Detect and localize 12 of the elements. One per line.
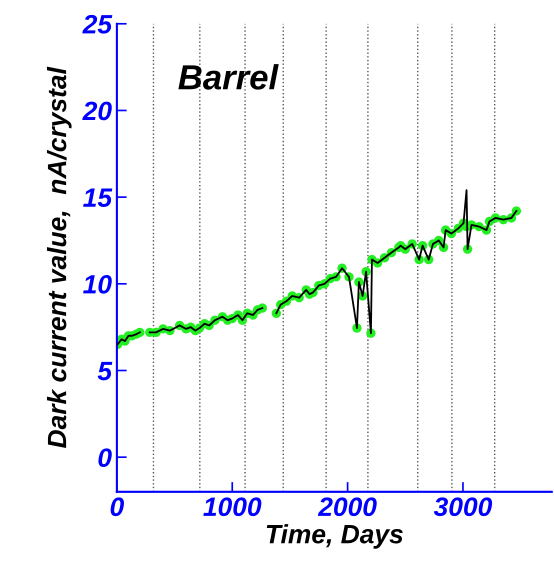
y-tick-label: 25 [82, 14, 112, 34]
annotation: Barrel [178, 64, 279, 90]
y-tick-label: 0 [98, 448, 112, 468]
x-tick-label: 1000 [203, 497, 262, 516]
y-tick-label: 10 [83, 274, 112, 294]
y-axis-title: Dark current value, nA/crystal [46, 66, 72, 448]
x-axis-title: Time, Days [266, 524, 403, 549]
y-tick-label: 20 [82, 102, 112, 120]
y-tick-label: 15 [83, 188, 112, 207]
x-tick-label: 3000 [434, 497, 492, 516]
x-tick-label: 2000 [318, 497, 377, 516]
y-tick-label: 5 [98, 362, 112, 380]
